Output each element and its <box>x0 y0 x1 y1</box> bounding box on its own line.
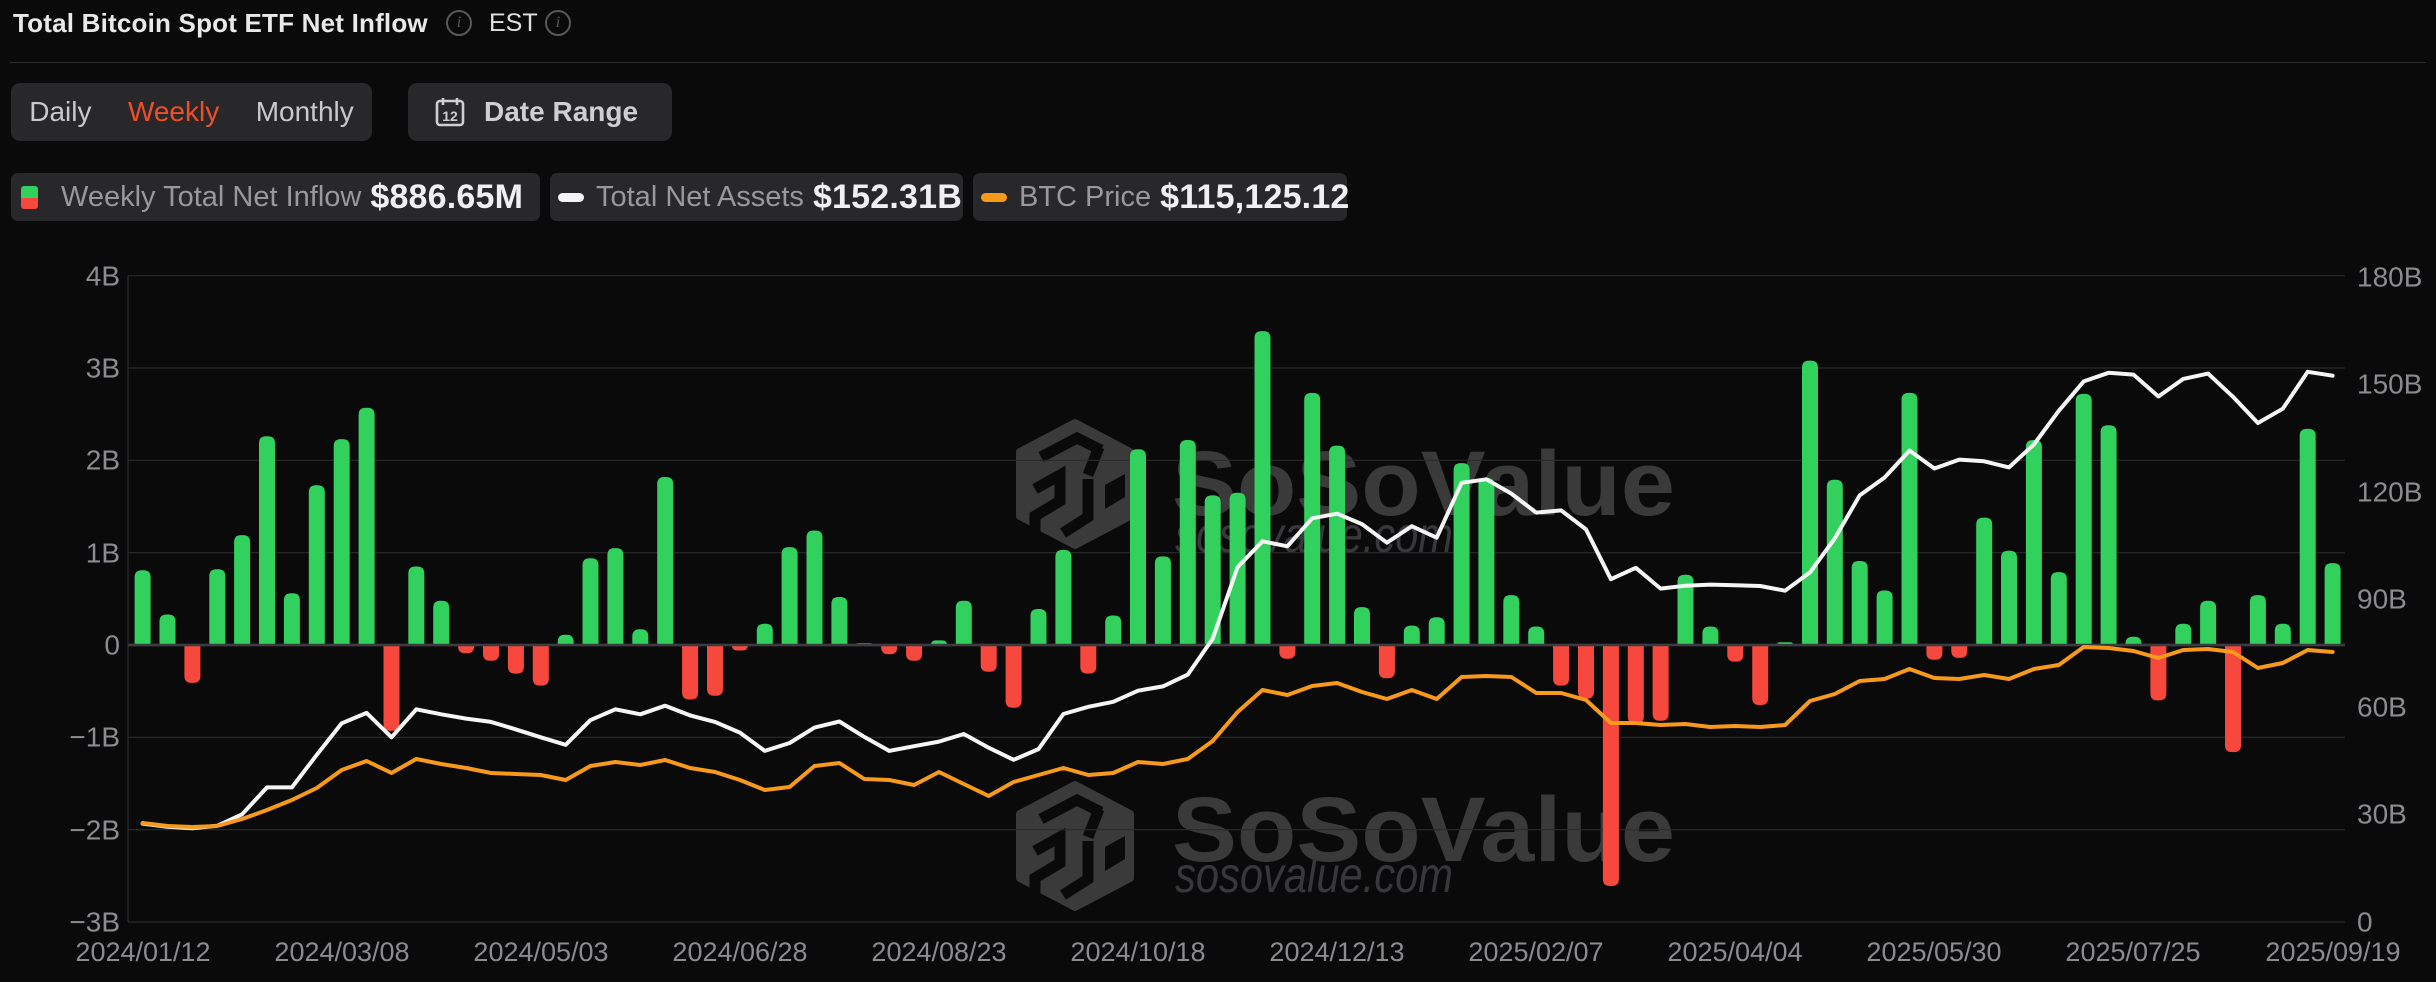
svg-text:sosovalue.com: sosovalue.com <box>1175 847 1453 903</box>
svg-text:90B: 90B <box>2357 584 2407 615</box>
svg-text:−1B: −1B <box>69 722 120 753</box>
svg-text:2025/05/30: 2025/05/30 <box>1866 937 2001 967</box>
svg-text:30B: 30B <box>2357 799 2407 830</box>
svg-text:2024/08/23: 2024/08/23 <box>871 937 1006 967</box>
svg-text:2024/01/12: 2024/01/12 <box>75 937 210 967</box>
svg-text:2B: 2B <box>86 445 120 476</box>
svg-text:4B: 4B <box>86 261 120 292</box>
svg-text:2025/04/04: 2025/04/04 <box>1667 937 1802 967</box>
svg-text:180B: 180B <box>2357 262 2422 293</box>
svg-text:60B: 60B <box>2357 692 2407 723</box>
svg-text:2025/09/19: 2025/09/19 <box>2265 937 2400 967</box>
svg-text:2024/05/03: 2024/05/03 <box>473 937 608 967</box>
svg-text:12: 12 <box>442 108 458 124</box>
svg-text:0: 0 <box>2357 907 2373 938</box>
svg-text:−2B: −2B <box>69 815 120 846</box>
svg-text:2025/07/25: 2025/07/25 <box>2065 937 2200 967</box>
svg-text:120B: 120B <box>2357 477 2422 508</box>
svg-text:2024/12/13: 2024/12/13 <box>1269 937 1404 967</box>
svg-text:0: 0 <box>104 630 120 661</box>
svg-text:2024/10/18: 2024/10/18 <box>1070 937 1205 967</box>
svg-text:2024/03/08: 2024/03/08 <box>274 937 409 967</box>
svg-text:150B: 150B <box>2357 369 2422 400</box>
svg-text:2024/06/28: 2024/06/28 <box>672 937 807 967</box>
svg-text:3B: 3B <box>86 353 120 384</box>
svg-text:2025/02/07: 2025/02/07 <box>1468 937 1603 967</box>
svg-text:1B: 1B <box>86 538 120 569</box>
svg-text:−3B: −3B <box>69 907 120 938</box>
